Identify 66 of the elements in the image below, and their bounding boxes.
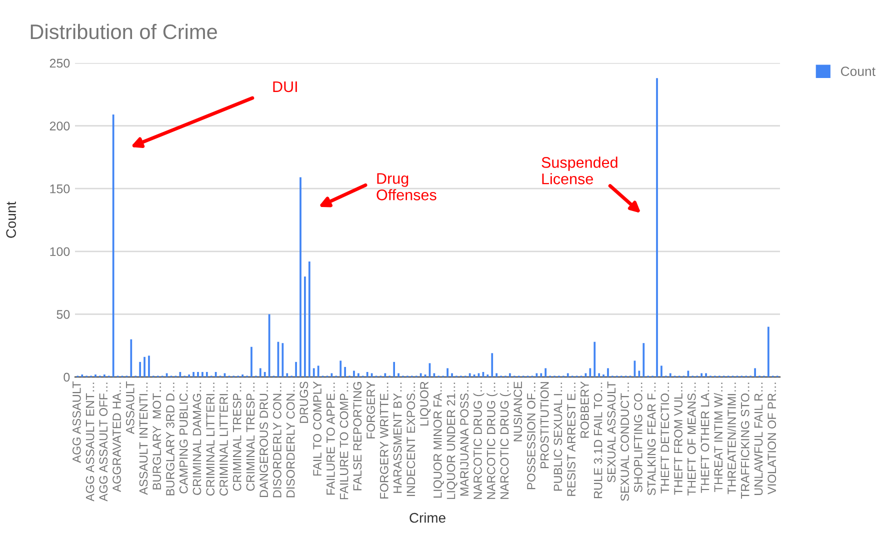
- x-tick-label: FAILURE TO APPE…: [326, 382, 335, 495]
- y-tick-label: 250: [50, 58, 70, 68]
- x-tick-label: INDECENT EXPOS…: [406, 382, 416, 496]
- x-tick-label: PUBLIC SEXUAL I…: [554, 382, 562, 491]
- x-tick-label: LIQUOR MINOR FA…: [433, 382, 444, 498]
- x-tick-label: UNLAWFUL FAIL R…: [754, 382, 763, 496]
- x-tick-label: AGGRAVATED HA…: [112, 382, 121, 492]
- legend-label: Count: [840, 66, 876, 76]
- x-tick-label: PROSTITUTION: [540, 382, 549, 468]
- x-tick-label: BURGLARY 3RD D…: [166, 382, 174, 496]
- x-tick-label: NUSIANCE: [514, 382, 522, 442]
- x-tick-label: ASSAULT: [126, 381, 134, 434]
- x-tick-label: HARASSMENT BY…: [393, 382, 402, 493]
- annotation: Drug Offenses: [376, 173, 436, 200]
- x-tick-label: AGG ASSAULT OFF…: [99, 382, 108, 502]
- x-tick-label: SHOPLIFTING CO…: [634, 382, 642, 492]
- x-tick-label: POSSESSION OF…: [527, 382, 536, 490]
- x-tick-label: CRIMINAL TRESP…: [246, 382, 255, 491]
- x-tick-label: AGG ASSAULT: [72, 381, 81, 463]
- x-tick-label: AGG ASSAULT ENT…: [86, 382, 94, 502]
- x-tick-label: THREAT INTIM W/…: [714, 382, 723, 492]
- x-tick-label: NARCOTIC DRUG (…: [486, 382, 498, 499]
- x-tick-label: FORGERY WRITTE…: [380, 382, 388, 498]
- y-tick-label: 0: [64, 372, 70, 382]
- x-tick-label: DISORDERLY CON…: [273, 382, 282, 498]
- x-tick-label: LIQUOR: [420, 382, 431, 426]
- chart-title: Distribution of Crime: [30, 24, 217, 40]
- x-tick-label: FORGERY: [366, 381, 375, 438]
- x-tick-label: MARIJUANA POSS…: [460, 382, 469, 496]
- x-tick-label: CRIMINAL TRESP…: [232, 382, 242, 491]
- x-tick-label: ASSAULT INTENTI…: [139, 382, 148, 495]
- x-axis-title: Crime: [410, 512, 446, 523]
- y-axis-title: Count: [6, 202, 16, 238]
- y-tick-label: 200: [50, 122, 70, 130]
- y-tick-label: 100: [50, 247, 70, 256]
- x-tick-label: CRIMINAL DAMAG…: [192, 382, 202, 495]
- x-tick-label: THEFT DETECTIO…: [660, 382, 670, 494]
- x-tick-label: DANGEROUS DRU…: [260, 382, 268, 497]
- x-tick-label: NARCOTIC DRUG (…: [500, 382, 511, 499]
- x-tick-label: RESIST ARREST E…: [567, 382, 576, 496]
- x-tick-label: TRAFFICKING STO…: [740, 382, 750, 499]
- x-tick-label: SEXUAL ASSAULT: [607, 381, 616, 482]
- x-tick-label: FAILURE TO COMP…: [340, 382, 348, 500]
- annotation: Suspended License: [542, 156, 618, 184]
- x-tick-label: DISORDERLY CON…: [286, 382, 295, 498]
- x-tick-label: VIOLATION OF PR…: [768, 382, 776, 494]
- x-tick-label: THEFT OF MEANS…: [687, 382, 696, 496]
- y-tick-label: 150: [50, 184, 70, 194]
- x-tick-label: THEFT FROM VUL…: [674, 382, 682, 495]
- x-tick-label: FALSE REPORTING: [353, 382, 362, 490]
- x-tick-label: DRUGS: [300, 382, 308, 423]
- x-tick-label: STALKING FEAR F…: [647, 382, 656, 496]
- x-tick-label: CRIMINAL LITTERI…: [220, 382, 228, 496]
- x-tick-label: THEFT OTHER LA…: [700, 382, 710, 493]
- x-tick-label: BURGLARY MOT…: [152, 382, 162, 490]
- x-tick-label: CRIMINAL LITTERI…: [206, 382, 215, 496]
- x-tick-label: SEXUAL CONDUCT…: [620, 382, 629, 501]
- x-tick-label: RULE 3.1D FAIL TO…: [594, 382, 602, 498]
- x-tick-label: LIQUOR UNDER 21…: [446, 382, 458, 499]
- x-tick-label: NARCOTIC DRUG (…: [473, 382, 484, 499]
- y-tick-label: 50: [56, 310, 70, 319]
- x-tick-label: FAIL TO COMPLY: [313, 381, 322, 476]
- x-tick-label: THREATEN/INTIMI…: [727, 382, 736, 494]
- annotation: DUI: [273, 81, 297, 92]
- x-tick-label: ROBBERY: [580, 381, 589, 438]
- x-tick-label: CAMPING PUBLIC…: [179, 382, 188, 494]
